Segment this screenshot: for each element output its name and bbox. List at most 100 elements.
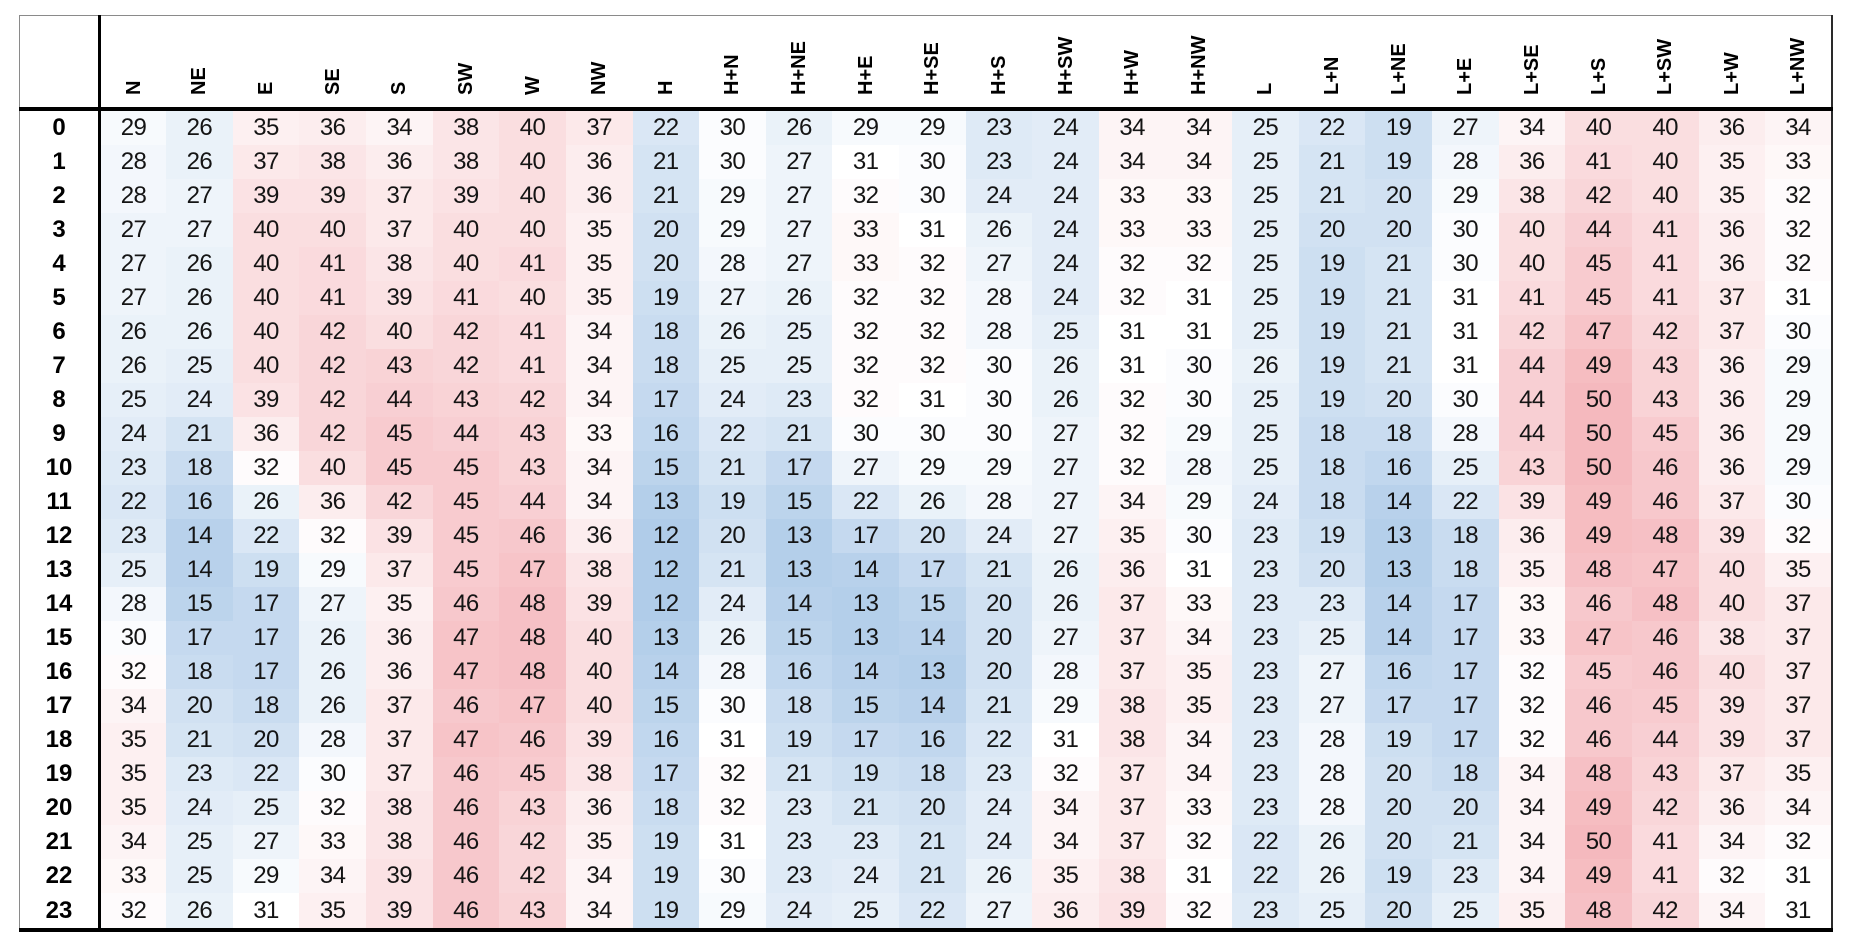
heatmap-cell: 40 xyxy=(1698,553,1766,588)
heatmap-cell: 15 xyxy=(632,451,700,486)
heatmap-cell: 26 xyxy=(166,281,233,316)
heatmap-cell: 41 xyxy=(1631,212,1699,247)
heatmap-cell: 16 xyxy=(1365,655,1432,690)
heatmap-cell: 36 xyxy=(1498,144,1566,179)
heatmap-cell: 21 xyxy=(1365,247,1432,282)
table-row: 11 22 16 26 36 42 45 44 34 13 19 15 22 26 28 27 34 29 24 18… xyxy=(19,485,1832,520)
heatmap-cell: 18 xyxy=(632,315,700,350)
heatmap-cell: 35 xyxy=(366,587,433,622)
heatmap-cell: 24 xyxy=(166,791,233,826)
heatmap-cell: 17 xyxy=(632,757,700,792)
heatmap-cell: 30 xyxy=(965,417,1033,452)
heatmap-cell: 40 xyxy=(1631,108,1699,145)
heatmap-cell: 43 xyxy=(432,383,500,418)
heatmap-cell: 40 xyxy=(1631,178,1699,213)
heatmap-cell: 41 xyxy=(432,281,500,316)
table-row: 0 29 26 35 36 34 38 40 37 22 30 26 29 29 23 24 34 34 25 22 1… xyxy=(19,108,1832,145)
heatmap-cell: 19 xyxy=(1298,349,1366,384)
table-row: 13 25 14 19 29 37 45 47 38 12 21 13 14 17 21 26 36 31 23 20… xyxy=(19,553,1832,588)
heatmap-cell: 34 xyxy=(99,825,167,860)
heatmap-cell: 34 xyxy=(565,859,633,894)
heatmap-cell: 42 xyxy=(366,485,433,520)
heatmap-cell: 26 xyxy=(166,247,233,282)
heatmap-cell: 34 xyxy=(1165,757,1233,792)
heatmap-cell: 45 xyxy=(432,451,500,486)
heatmap-cell: 27 xyxy=(1432,108,1499,145)
row-header: 5 xyxy=(19,281,101,316)
heatmap-cell: 33 xyxy=(1165,178,1233,213)
heatmap-cell: 14 xyxy=(899,621,966,656)
heatmap-cell: 37 xyxy=(1098,621,1166,656)
heatmap-cell: 34 xyxy=(1765,791,1832,826)
heatmap-cell: 40 xyxy=(299,451,366,486)
heatmap-cell: 34 xyxy=(99,689,167,724)
column-header-label: L+E xyxy=(1454,57,1477,95)
heatmap-cell: 20 xyxy=(1365,383,1432,418)
heatmap-cell: 39 xyxy=(565,723,633,758)
heatmap-cell: 37 xyxy=(366,723,433,758)
heatmap-cell: 34 xyxy=(1165,108,1233,145)
heatmap-cell: 27 xyxy=(1032,621,1099,656)
heatmap-cell: 32 xyxy=(1098,383,1166,418)
heatmap-cell: 44 xyxy=(1498,383,1566,418)
heatmap-cell: 37 xyxy=(366,689,433,724)
heatmap-cell: 32 xyxy=(1098,281,1166,316)
heatmap-cell: 34 xyxy=(565,485,633,520)
heatmap-cell: 27 xyxy=(1298,689,1366,724)
column-header-label: W xyxy=(521,75,544,95)
heatmap-cell: 36 xyxy=(1698,417,1766,452)
heatmap-cell: 30 xyxy=(832,417,899,452)
heatmap-cell: 29 xyxy=(965,451,1033,486)
heatmap-cell: 18 xyxy=(899,757,966,792)
heatmap-cell: 31 xyxy=(1032,723,1099,758)
heatmap-cell: 14 xyxy=(832,553,899,588)
heatmap-cell: 29 xyxy=(899,108,966,145)
heatmap-cell: 34 xyxy=(1032,791,1099,826)
heatmap-cell: 34 xyxy=(299,859,366,894)
heatmap-cell: 36 xyxy=(1698,791,1766,826)
heatmap-cell: 41 xyxy=(499,315,566,350)
heatmap-cell: 17 xyxy=(832,519,899,554)
heatmap-cell: 28 xyxy=(1298,757,1366,792)
table-row: 15 30 17 17 26 36 47 48 40 13 26 15 13 14 20 27 37 34 23 25… xyxy=(19,621,1832,656)
heatmap-cell: 28 xyxy=(1165,451,1233,486)
row-header: 22 xyxy=(19,859,101,894)
heatmap-cell: 37 xyxy=(366,212,433,247)
heatmap-cell: 31 xyxy=(1098,315,1166,350)
heatmap-cell: 36 xyxy=(366,144,433,179)
heatmap-cell: 50 xyxy=(1565,451,1632,486)
heatmap-cell: 40 xyxy=(1498,247,1566,282)
heatmap-cell: 34 xyxy=(565,893,633,930)
heatmap-cell: 30 xyxy=(965,349,1033,384)
heatmap-cell: 13 xyxy=(765,519,833,554)
table-row: 20 35 24 25 32 38 46 43 36 18 32 23 21 20 24 34 37 33 23 28… xyxy=(19,791,1832,826)
heatmap-cell: 36 xyxy=(1698,383,1766,418)
heatmap-cell: 21 xyxy=(1365,281,1432,316)
heatmap-cell: 40 xyxy=(1698,587,1766,622)
heatmap-cell: 47 xyxy=(1565,621,1632,656)
heatmap-cell: 34 xyxy=(565,349,633,384)
heatmap-cell: 26 xyxy=(965,859,1033,894)
heatmap-cell: 23 xyxy=(1232,723,1299,758)
heatmap-cell: 19 xyxy=(1298,383,1366,418)
column-header-h: H xyxy=(632,15,700,111)
row-header: 12 xyxy=(19,519,101,554)
heatmap-cell: 27 xyxy=(232,825,300,860)
heatmap-cell: 32 xyxy=(1165,893,1233,930)
heatmap-cell: 33 xyxy=(1765,144,1832,179)
heatmap-table: N NE E SE S SW W NW H H+N H+NE H+E H+SE H+S H+SW H+W H+N… xyxy=(19,15,1833,932)
heatmap-cell: 47 xyxy=(432,655,500,690)
heatmap-cell: 26 xyxy=(166,108,233,145)
heatmap-cell: 27 xyxy=(1032,451,1099,486)
heatmap-cell: 43 xyxy=(499,451,566,486)
heatmap-cell: 32 xyxy=(1098,451,1166,486)
column-header-label: H+S xyxy=(987,55,1010,95)
row-header: 10 xyxy=(19,451,101,486)
row-header: 17 xyxy=(19,689,101,724)
heatmap-cell: 48 xyxy=(1631,519,1699,554)
heatmap-cell: 21 xyxy=(965,689,1033,724)
heatmap-cell: 40 xyxy=(232,212,300,247)
table-row: 8 25 24 39 42 44 43 42 34 17 24 23 32 31 30 26 32 30 25 19 2… xyxy=(19,383,1832,418)
heatmap-cell: 40 xyxy=(565,655,633,690)
heatmap-cell: 31 xyxy=(1098,349,1166,384)
